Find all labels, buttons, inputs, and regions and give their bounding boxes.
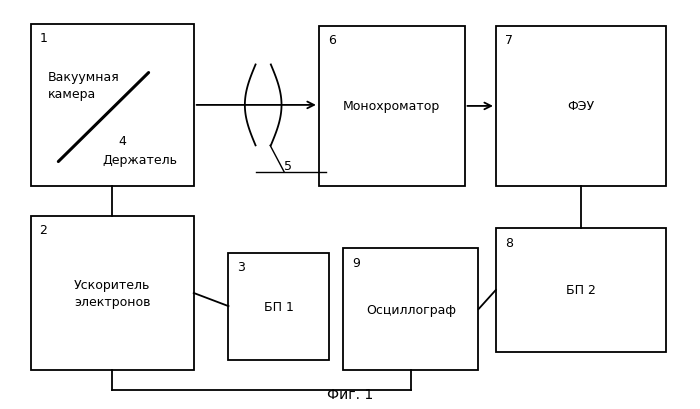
Text: БП 1: БП 1: [264, 300, 294, 313]
Text: Ускоритель
электронов: Ускоритель электронов: [74, 278, 150, 308]
Bar: [496, 27, 666, 187]
Text: 4: 4: [119, 135, 127, 148]
Text: Фиг. 1: Фиг. 1: [327, 387, 373, 401]
Bar: [31, 25, 194, 187]
Text: 6: 6: [328, 34, 336, 47]
Text: Держатель: Держатель: [102, 154, 177, 167]
Text: БП 2: БП 2: [566, 284, 596, 297]
Bar: [31, 217, 194, 370]
Text: 5: 5: [284, 160, 292, 173]
Bar: [496, 229, 666, 352]
Text: 7: 7: [505, 34, 513, 47]
Text: Вакуумная
камера: Вакуумная камера: [48, 71, 120, 101]
Bar: [318, 27, 465, 187]
Text: 3: 3: [237, 260, 246, 273]
Text: 2: 2: [40, 224, 48, 237]
Bar: [343, 249, 479, 370]
Text: 1: 1: [40, 32, 48, 45]
Text: Осциллограф: Осциллограф: [366, 303, 456, 316]
Text: Монохроматор: Монохроматор: [343, 100, 440, 113]
Text: ФЭУ: ФЭУ: [567, 100, 594, 113]
Bar: [228, 253, 329, 360]
Text: 9: 9: [352, 256, 360, 269]
Text: 8: 8: [505, 236, 513, 249]
